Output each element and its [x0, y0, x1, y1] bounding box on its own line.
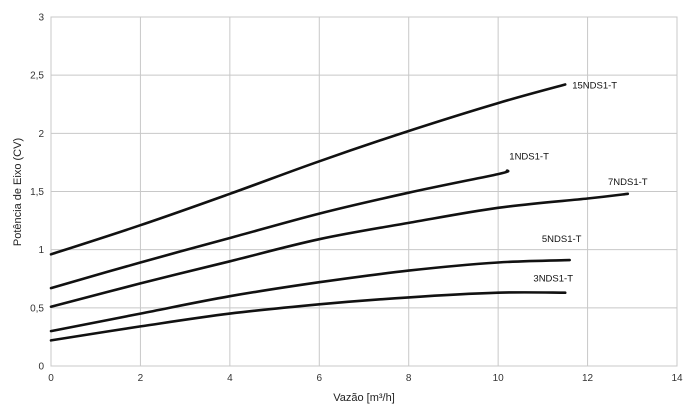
x-tick-label: 12: [582, 373, 594, 384]
x-tick-label: 10: [493, 373, 505, 384]
curve-7nds1-t: [49, 192, 630, 308]
curve-5nds1-t: [49, 258, 571, 333]
x-tick-label: 4: [227, 373, 233, 384]
x-tick-label: 2: [138, 373, 144, 384]
series-label-5nds1-t: 5NDS1-T: [542, 234, 582, 245]
curve-3nds1-t: [49, 291, 567, 342]
grid: [50, 16, 678, 367]
series-labels: 15NDS1-T 1NDS1-T 7NDS1-T 5NDS1-T 3NDS1-T: [509, 80, 648, 284]
curve-15nds1-t: [49, 83, 567, 256]
x-axis-title: Vazão [m³/h]: [333, 392, 395, 404]
y-tick-label: 0,5: [30, 303, 44, 314]
series-label-3nds1-t: 3NDS1-T: [533, 274, 573, 285]
x-tick-label: 14: [671, 373, 683, 384]
y-tick-label: 2,5: [30, 71, 44, 82]
tick-labels: 0 2 4 6 8 10 12 14 0 0,5 1 1,5 2 2,5 3: [30, 13, 683, 385]
series-label-15nds1-t: 15NDS1-T: [572, 80, 617, 91]
series-label-1nds1-t: 1NDS1-T: [509, 152, 549, 163]
series-label-7nds1-t: 7NDS1-T: [608, 177, 648, 188]
y-tick-label: 3: [38, 13, 44, 24]
plot-frame: [50, 16, 678, 367]
y-tick-label: 0: [38, 362, 44, 373]
x-tick-label: 0: [48, 373, 54, 384]
x-tick-label: 6: [317, 373, 323, 384]
y-tick-label: 1,5: [30, 187, 44, 198]
series-curves: [49, 83, 630, 342]
y-axis-title: Potência de Eixo (CV): [12, 138, 24, 246]
y-tick-label: 1: [38, 245, 44, 256]
y-tick-label: 2: [38, 129, 44, 140]
curve-1nds1-t: [49, 169, 510, 290]
x-tick-label: 8: [406, 373, 412, 384]
